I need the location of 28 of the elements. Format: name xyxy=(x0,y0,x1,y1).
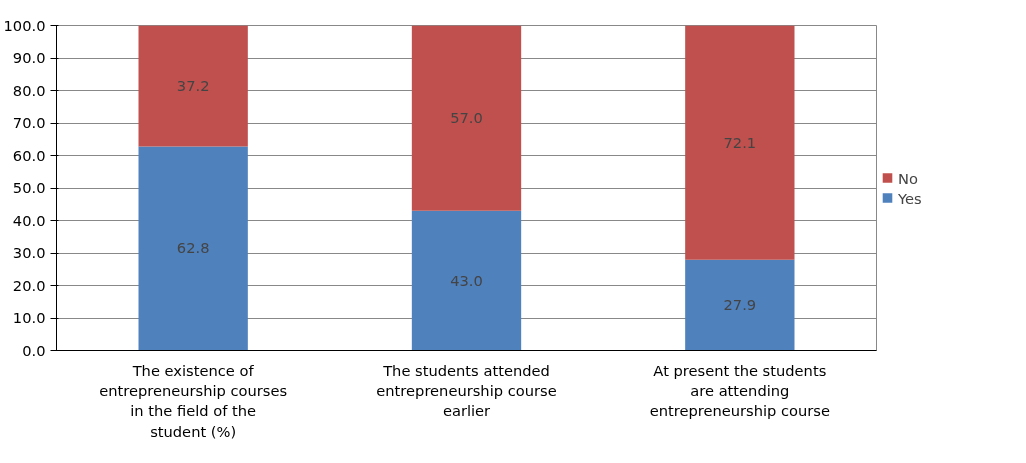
y-tick-label: 90.0 xyxy=(12,49,46,66)
y-tick-label: 70.0 xyxy=(12,114,46,131)
data-label: 37.2 xyxy=(176,76,210,94)
data-label: 27.9 xyxy=(723,296,757,314)
y-tick-label: 30.0 xyxy=(12,244,46,261)
y-tick-label: 40.0 xyxy=(12,211,46,229)
y-tick-label: 10.0 xyxy=(12,309,46,326)
bar xyxy=(685,259,795,351)
data-label: 72.1 xyxy=(723,133,757,151)
bar xyxy=(685,25,795,260)
y-tick-label: 20.0 xyxy=(12,276,46,294)
legend-label: No xyxy=(898,169,918,186)
y-tick-label: 0.0 xyxy=(22,341,46,359)
data-label: 62.8 xyxy=(176,239,210,257)
legend-label: Yes xyxy=(898,189,922,206)
bar xyxy=(138,25,248,147)
data-label: 57.0 xyxy=(450,109,483,127)
x-tick-label: At present the students are attending entrepreneurship course xyxy=(649,361,831,420)
bar xyxy=(411,210,522,351)
data-label: 43.0 xyxy=(450,271,483,289)
bar xyxy=(411,25,522,211)
y-tick-label: 100.0 xyxy=(3,16,46,34)
y-tick-label: 60.0 xyxy=(12,146,46,164)
x-tick-label: The students attended entrepreneurship course earlier xyxy=(376,361,557,420)
bar xyxy=(138,146,248,351)
x-tick-label: The existence of entrepreneurship courses in the field of the student (%) xyxy=(99,361,288,440)
y-tick-label: 50.0 xyxy=(12,179,46,196)
y-tick-label: 80.0 xyxy=(12,81,46,99)
